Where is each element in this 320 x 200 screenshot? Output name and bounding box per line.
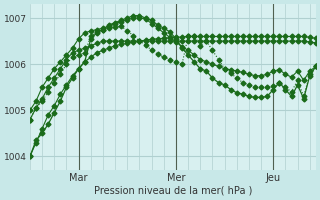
- X-axis label: Pression niveau de la mer( hPa ): Pression niveau de la mer( hPa ): [94, 186, 252, 196]
